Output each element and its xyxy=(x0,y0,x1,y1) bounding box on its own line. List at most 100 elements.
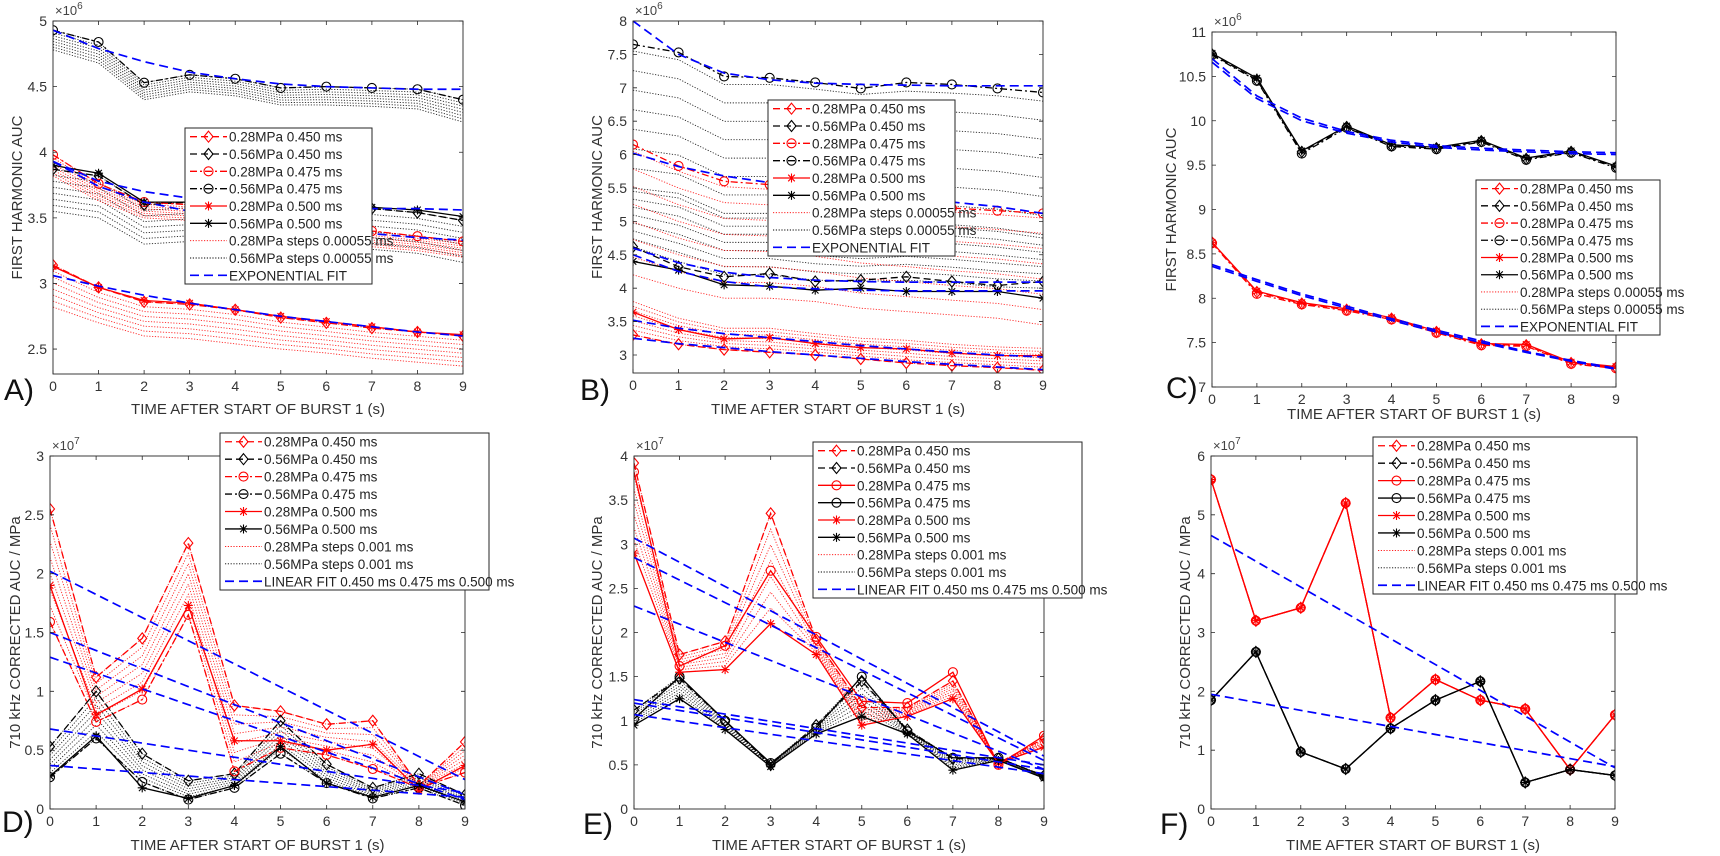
data-point xyxy=(901,77,912,88)
axis-multiplier-exponent: 6 xyxy=(1236,12,1242,23)
y-tick-label: 7.5 xyxy=(1187,335,1207,351)
legend-marker xyxy=(787,173,796,183)
y-axis-label: FIRST HARMONIC AUC xyxy=(589,115,606,279)
steps-line xyxy=(53,172,463,256)
data-point xyxy=(764,267,775,280)
legend-entry: 0.28MPa steps 0.00055 ms xyxy=(773,206,977,221)
x-tick-label: 4 xyxy=(811,377,819,393)
legend-marker xyxy=(786,155,797,166)
data-point xyxy=(1520,702,1531,716)
legend-marker xyxy=(238,452,249,466)
series-line xyxy=(1212,53,1616,168)
y-tick-label: 1.5 xyxy=(609,669,629,685)
x-tick-label: 6 xyxy=(322,378,330,394)
legend-entry: EXPONENTIAL FIT xyxy=(1481,319,1638,334)
data-point xyxy=(1250,614,1262,628)
steps-line xyxy=(50,737,465,806)
legend-label: 0.56MPa steps 0.001 ms xyxy=(857,565,1007,580)
legend-marker xyxy=(238,471,249,482)
x-tick-label: 7 xyxy=(369,813,377,829)
legend-entry: 0.56MPa steps 0.001 ms xyxy=(1378,561,1567,576)
data-point xyxy=(1386,713,1396,723)
steps-line xyxy=(634,694,1044,779)
data-point xyxy=(1037,87,1043,98)
legend: 0.28MPa 0.450 ms 0.56MPa 0.450 ms 0.28MPa … xyxy=(1372,436,1668,595)
data-point xyxy=(720,725,730,735)
fit-line xyxy=(1212,265,1616,371)
legend-label: 0.56MPa 0.475 ms xyxy=(857,496,971,511)
legend-entry: 0.28MPa 0.475 ms xyxy=(1378,474,1531,489)
data-point xyxy=(183,793,193,803)
y-tick-label: 2.5 xyxy=(25,507,45,523)
legend-entry: 0.56MPa 0.450 ms xyxy=(1481,199,1634,214)
data-point xyxy=(993,755,1003,765)
legend-entry: LINEAR FIT 0.450 ms 0.475 ms 0.500 ms xyxy=(1378,578,1668,593)
data-point xyxy=(229,766,240,777)
data-point xyxy=(946,275,958,288)
y-axis-label: FIRST HARMONIC AUC xyxy=(1163,127,1180,291)
legend-marker xyxy=(203,147,214,161)
legend-entry: 0.28MPa 0.450 ms xyxy=(190,130,343,145)
data-point xyxy=(275,82,286,93)
legend: 0.28MPa 0.450 ms 0.56MPa 0.450 ms 0.28MPa … xyxy=(219,432,515,591)
legend-box xyxy=(1372,436,1638,595)
legend-label: 0.56MPa steps 0.00055 ms xyxy=(1520,302,1685,317)
legend-entry: LINEAR FIT 0.450 ms 0.475 ms 0.500 ms xyxy=(225,574,515,589)
x-tick-label: 9 xyxy=(1612,391,1620,407)
axis-multiplier: ×107 xyxy=(636,436,664,453)
data-point xyxy=(275,704,286,718)
legend-marker xyxy=(239,524,248,534)
legend-marker xyxy=(203,166,214,177)
x-tick-label: 9 xyxy=(1611,813,1619,829)
x-tick-label: 3 xyxy=(1343,391,1351,407)
data-point xyxy=(633,240,639,254)
data-point xyxy=(1250,645,1262,659)
legend-label: 0.56MPa 0.450 ms xyxy=(264,452,378,467)
axes-box xyxy=(632,20,1044,374)
data-point xyxy=(412,231,423,242)
data-point xyxy=(367,763,378,775)
data-point xyxy=(137,747,148,761)
legend-label: 0.56MPa 0.475 ms xyxy=(1417,491,1531,506)
data-point xyxy=(1566,146,1576,156)
fit-line xyxy=(633,253,1043,292)
data-point xyxy=(137,783,147,793)
data-point xyxy=(183,600,193,610)
data-point xyxy=(1609,708,1615,722)
legend-entry: 0.28MPa steps 0.00055 ms xyxy=(190,234,394,249)
fit-line xyxy=(633,337,1043,371)
data-point xyxy=(674,265,684,275)
data-point xyxy=(857,720,867,730)
steps-line xyxy=(634,488,1044,764)
data-point xyxy=(53,162,59,176)
series-line xyxy=(1211,650,1615,784)
legend-marker xyxy=(831,497,842,508)
x-axis-label: TIME AFTER START OF BURST 1 (s) xyxy=(711,401,965,418)
legend-label: 0.28MPa steps 0.001 ms xyxy=(1417,543,1567,558)
fit-line xyxy=(633,152,1043,215)
y-tick-label: 6 xyxy=(619,147,627,163)
data-point xyxy=(1430,695,1440,705)
y-tick-label: 3.5 xyxy=(28,210,48,226)
legend-entry: 0.28MPa 0.500 ms xyxy=(190,199,343,214)
data-point xyxy=(185,298,195,308)
x-tick-label: 3 xyxy=(766,377,774,393)
y-tick-label: 4 xyxy=(620,448,628,464)
x-tick-label: 2 xyxy=(1297,813,1305,829)
legend-box xyxy=(812,441,1083,599)
legend-entry: 0.56MPa 0.450 ms xyxy=(818,461,971,476)
data-point xyxy=(90,670,102,684)
data-point xyxy=(94,168,104,178)
data-point xyxy=(1252,73,1262,83)
data-point xyxy=(368,739,378,749)
x-tick-label: 2 xyxy=(138,813,146,829)
legend-entry: 0.56MPa 0.475 ms xyxy=(190,182,343,197)
legend-label: 0.56MPa 0.450 ms xyxy=(812,119,926,134)
fit-line xyxy=(1211,534,1615,769)
steps-line xyxy=(50,710,465,800)
data-point xyxy=(634,713,640,725)
legend-entry: 0.56MPa 0.475 ms xyxy=(1378,491,1531,506)
y-tick-label: 4 xyxy=(619,280,627,296)
axis-multiplier-exponent: 7 xyxy=(658,436,664,447)
data-point xyxy=(1610,162,1616,173)
